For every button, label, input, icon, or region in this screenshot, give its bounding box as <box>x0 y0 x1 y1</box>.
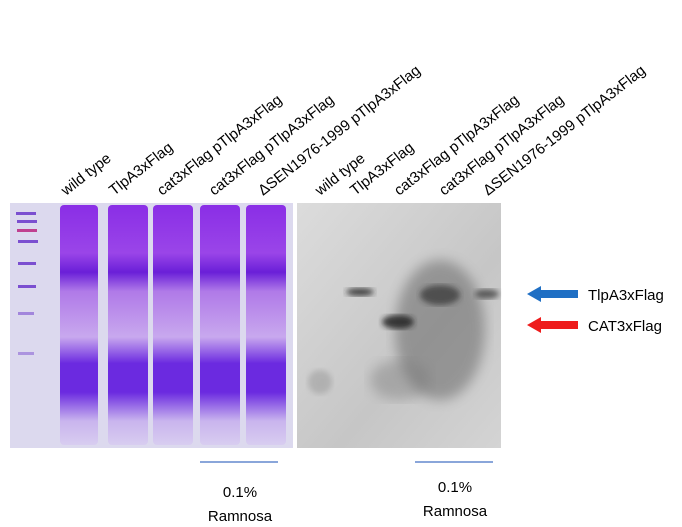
western-blot <box>297 203 501 448</box>
blue-arrow <box>527 286 578 302</box>
note-text: Ramnosa <box>423 503 488 520</box>
marker-label: TlpA3xFlag <box>588 287 664 304</box>
notes: 0.1% Ramnosa 0.1% Ramnosa <box>200 461 493 525</box>
marker-label: CAT3xFlag <box>588 318 662 335</box>
note-text: 0.1% <box>438 479 472 496</box>
stained-gel <box>10 203 293 448</box>
marker-arrows: TlpA3xFlag CAT3xFlag <box>527 286 664 335</box>
lane-label: wild type <box>57 150 114 200</box>
lane-labels: wild type TlpA3xFlag cat3xFlag pTlpA3xFl… <box>57 62 649 200</box>
note-text: Ramnosa <box>208 508 273 525</box>
red-arrow <box>527 317 578 333</box>
note-text: 0.1% <box>223 484 257 501</box>
